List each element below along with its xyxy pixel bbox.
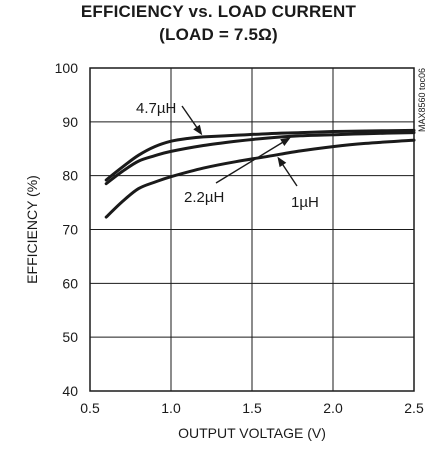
x-tick-label: 0.5 [80,400,100,416]
y-tick-label: 100 [55,60,79,76]
y-tick-label: 60 [62,275,78,291]
x-axis-ticks: 0.5 1.0 1.5 2.0 2.5 [80,400,424,416]
chart-title: EFFICIENCY vs. LOAD CURRENT [80,2,357,21]
annotation-arrowhead [280,137,291,147]
x-tick-label: 1.5 [242,400,262,416]
series-line-1 [104,128,416,182]
annotation-label: 4.7µH [136,100,176,117]
chart-subtitle: (LOAD = 7.5Ω) [159,25,278,44]
y-tick-label: 70 [62,222,78,238]
x-tick-label: 1.0 [161,400,181,416]
annotations: 4.7µH 2.2µH 1µH [136,100,319,211]
annotation-arrow-line [181,105,200,131]
annotation-label: 1µH [291,194,319,211]
y-axis-ticks: 40 50 60 70 80 90 100 [55,60,79,399]
y-tick-label: 50 [62,329,78,345]
x-tick-label: 2.0 [323,400,343,416]
series-lines [104,128,416,219]
figure-id-label: MAX8560 toc06 [417,68,427,132]
annotation-arrowhead [193,124,203,136]
annotation-arrow-line [280,161,298,187]
y-axis-label: EFFICIENCY (%) [24,175,40,284]
annotation-label: 2.2µH [184,189,224,206]
y-tick-label: 80 [62,168,78,184]
plot-frame [89,67,415,392]
series-line-2 [104,131,416,186]
x-axis-label: OUTPUT VOLTAGE (V) [178,425,326,441]
x-tick-label: 2.5 [404,400,424,416]
annotation-arrow-line [215,139,287,184]
annotation-arrowhead [277,156,287,168]
y-tick-label: 40 [62,383,78,399]
series-line-3 [104,138,416,219]
y-tick-label: 90 [62,114,78,130]
grid [90,68,414,391]
